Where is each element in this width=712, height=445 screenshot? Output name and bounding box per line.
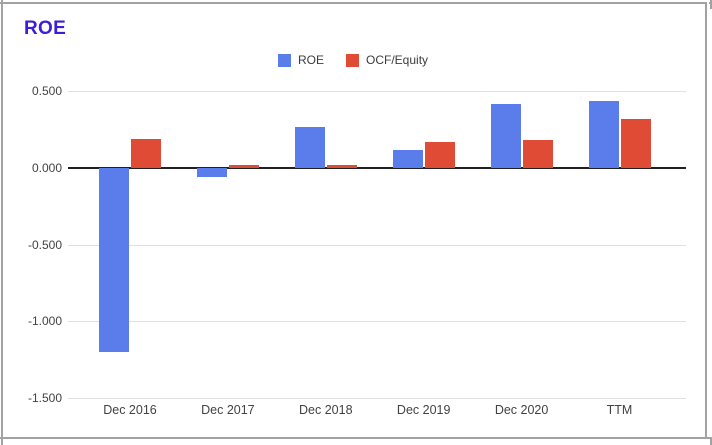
x-axis-category-label: Dec 2017 bbox=[201, 403, 255, 417]
legend-label: OCF/Equity bbox=[366, 53, 429, 67]
frame-bottom-edge-tick bbox=[710, 437, 712, 445]
frame-left-border bbox=[1, 0, 3, 445]
chart-title: ROE bbox=[24, 18, 67, 39]
bar-roe-5[interactable] bbox=[588, 100, 619, 168]
y-gridline bbox=[68, 397, 686, 399]
bar-ocf-equity-1[interactable] bbox=[228, 164, 259, 168]
legend-item-roe[interactable]: ROE bbox=[278, 53, 324, 67]
frame-right-edge-tick bbox=[710, 0, 712, 9]
bar-ocf-equity-5[interactable] bbox=[620, 119, 651, 168]
bar-roe-3[interactable] bbox=[392, 149, 423, 168]
y-gridline bbox=[68, 91, 686, 93]
y-axis-tick-label: -1.000 bbox=[27, 314, 62, 329]
x-axis-category-label: Dec 2016 bbox=[103, 403, 157, 417]
frame-right-border bbox=[705, 2, 707, 438]
y-axis-tick-label: 0.500 bbox=[31, 84, 62, 99]
x-axis-category-label: Dec 2019 bbox=[396, 403, 451, 417]
chart-legend: ROE OCF/Equity bbox=[278, 53, 428, 67]
bar-ocf-equity-3[interactable] bbox=[424, 142, 455, 168]
bar-roe-0[interactable] bbox=[99, 168, 129, 352]
bar-ocf-equity-0[interactable] bbox=[131, 138, 161, 168]
legend-swatch-icon bbox=[278, 53, 291, 67]
bar-roe-4[interactable] bbox=[490, 103, 521, 168]
x-axis-category-label: Dec 2020 bbox=[494, 403, 549, 417]
legend-swatch-icon bbox=[346, 53, 360, 67]
x-axis-category-label: Dec 2018 bbox=[299, 403, 353, 417]
y-gridline bbox=[68, 321, 686, 323]
y-axis-tick-label: -0.500 bbox=[27, 237, 62, 252]
y-gridline bbox=[68, 244, 686, 246]
legend-label: ROE bbox=[298, 53, 325, 67]
bar-ocf-equity-4[interactable] bbox=[522, 140, 553, 168]
legend-item-ocf-equity[interactable]: OCF/Equity bbox=[346, 53, 428, 67]
frame-top-border bbox=[0, 2, 707, 4]
bar-roe-1[interactable] bbox=[196, 168, 227, 178]
bar-roe-2[interactable] bbox=[294, 126, 325, 168]
bar-ocf-equity-2[interactable] bbox=[326, 164, 357, 168]
frame-bottom-border bbox=[0, 437, 712, 439]
y-axis-tick-label: 0.000 bbox=[31, 161, 62, 175]
x-axis-category-label: TTM bbox=[606, 403, 633, 417]
y-axis-tick-label: -1.500 bbox=[27, 390, 62, 405]
zero-axis-line bbox=[68, 167, 686, 169]
